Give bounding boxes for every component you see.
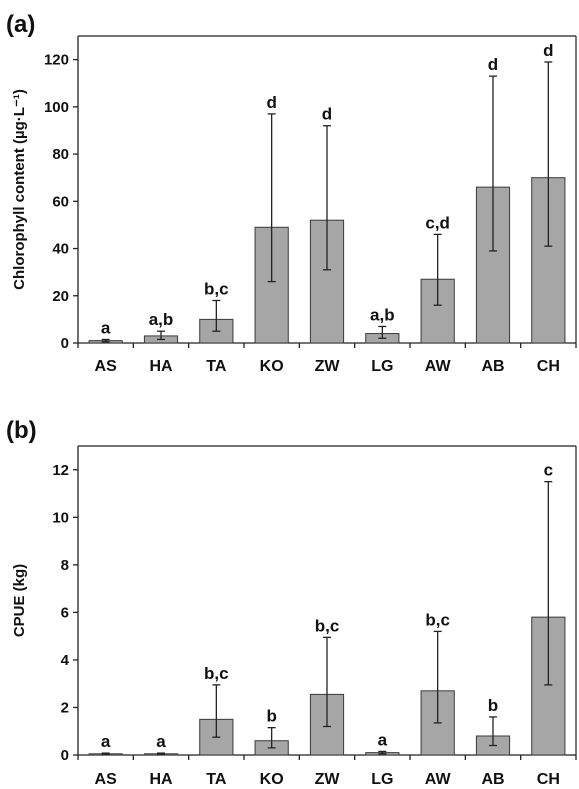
significance-letter-a-HA: a,b (149, 310, 174, 329)
x-tick-label-a-AB: AB (481, 358, 504, 375)
x-tick-label-b-AW: AW (425, 771, 452, 788)
y-tick-label-b: 6 (61, 604, 69, 621)
x-tick-label-b-ZW: ZW (315, 771, 341, 788)
significance-letter-a-AB: d (488, 55, 498, 74)
x-tick-label-a-AW: AW (425, 358, 452, 375)
y-axis-label-b: CPUE (kg) (11, 564, 28, 637)
x-tick-label-b-AS: AS (95, 771, 118, 788)
significance-letter-b-TA: b,c (204, 664, 229, 683)
significance-letter-a-TA: b,c (204, 279, 229, 298)
y-axis-label-a: Chlorophyll content (µg·L⁻¹) (11, 89, 28, 290)
y-tick-label-b: 4 (61, 652, 70, 669)
y-tick-label-b: 8 (61, 557, 69, 574)
significance-letter-a-KO: d (266, 93, 276, 112)
y-tick-label-a: 40 (52, 241, 69, 258)
panel-label-a: (a) (6, 11, 35, 38)
x-tick-label-a-HA: HA (149, 358, 173, 375)
significance-letter-a-CH: d (543, 41, 553, 60)
y-tick-label-b: 2 (61, 699, 69, 716)
y-tick-label-b: 10 (52, 509, 69, 526)
x-tick-label-b-LG: LG (371, 771, 393, 788)
x-tick-label-a-LG: LG (371, 358, 393, 375)
significance-letter-b-LG: a (378, 730, 388, 749)
significance-letter-b-ZW: b,c (315, 616, 340, 635)
significance-letter-b-HA: a (156, 732, 166, 751)
x-tick-label-b-HA: HA (149, 771, 173, 788)
x-tick-label-b-KO: KO (260, 771, 284, 788)
significance-letter-b-AB: b (488, 696, 498, 715)
x-tick-label-a-KO: KO (260, 358, 284, 375)
y-tick-label-a: 80 (52, 146, 69, 163)
significance-letter-b-CH: c (544, 461, 553, 480)
significance-letter-b-AW: b,c (425, 610, 450, 629)
significance-letter-a-LG: a,b (370, 305, 395, 324)
x-tick-label-b-CH: CH (537, 771, 560, 788)
y-tick-label-a: 0 (61, 335, 69, 352)
y-tick-label-a: 20 (52, 288, 69, 305)
y-tick-label-b: 0 (61, 747, 69, 764)
y-tick-label-a: 120 (44, 52, 69, 69)
y-tick-label-b: 12 (52, 462, 69, 479)
x-tick-label-b-AB: AB (481, 771, 504, 788)
x-tick-label-a-TA: TA (206, 358, 227, 375)
x-tick-label-a-CH: CH (537, 358, 560, 375)
panel-label-b: (b) (6, 417, 37, 444)
x-tick-label-b-TA: TA (206, 771, 227, 788)
significance-letter-b-KO: b (266, 707, 276, 726)
y-tick-label-a: 100 (44, 99, 69, 116)
significance-letter-a-ZW: d (322, 105, 332, 124)
significance-letter-a-AS: a (101, 318, 111, 337)
x-tick-label-a-ZW: ZW (315, 358, 341, 375)
significance-letter-b-AS: a (101, 732, 111, 751)
x-tick-label-a-AS: AS (95, 358, 118, 375)
significance-letter-a-AW: c,d (425, 213, 450, 232)
y-tick-label-a: 60 (52, 193, 69, 210)
